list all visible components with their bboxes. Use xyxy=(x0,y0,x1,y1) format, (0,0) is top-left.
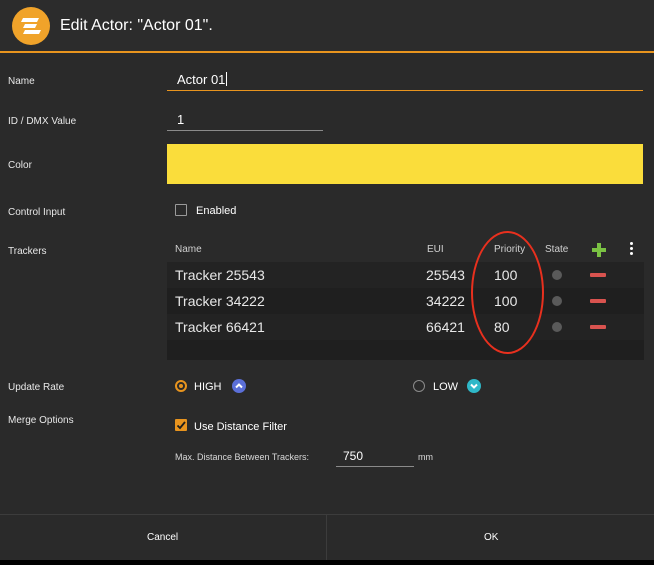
state-indicator-icon xyxy=(552,270,562,280)
text-cursor xyxy=(226,72,228,86)
chevron-down-icon[interactable] xyxy=(467,379,481,393)
control-input-label: Control Input xyxy=(8,207,66,218)
color-swatch[interactable] xyxy=(167,144,643,184)
column-header-name: Name xyxy=(175,244,202,255)
name-input-underline xyxy=(167,90,643,91)
tracker-name: Tracker 66421 xyxy=(175,319,265,335)
distance-unit: mm xyxy=(418,452,433,462)
update-rate-label: Update Rate xyxy=(8,382,65,393)
merge-options-label: Merge Options xyxy=(8,415,74,426)
bottom-edge xyxy=(0,560,654,565)
remove-tracker-icon[interactable] xyxy=(590,273,606,277)
dialog-title: Edit Actor: "Actor 01". xyxy=(60,17,213,34)
max-distance-underline xyxy=(336,466,414,467)
state-indicator-icon xyxy=(552,322,562,332)
high-radio[interactable] xyxy=(175,380,187,392)
tracker-name: Tracker 34222 xyxy=(175,293,265,309)
dialog-header: Edit Actor: "Actor 01". xyxy=(0,0,654,53)
id-input-underline xyxy=(167,130,323,131)
id-input[interactable]: 1 xyxy=(177,112,185,127)
table-row[interactable]: Tracker 25543 25543 100 xyxy=(167,262,644,288)
trackers-table: Tracker 25543 25543 100 Tracker 34222 34… xyxy=(167,262,644,360)
tracker-eui: 66421 xyxy=(426,319,465,335)
use-distance-filter-label: Use Distance Filter xyxy=(194,421,287,433)
more-options-icon[interactable] xyxy=(630,242,634,256)
max-distance-label: Max. Distance Between Trackers: xyxy=(175,452,310,462)
app-logo-icon xyxy=(12,7,50,45)
color-label: Color xyxy=(8,160,32,171)
trackers-label: Trackers xyxy=(8,246,47,257)
name-label: Name xyxy=(8,76,35,87)
remove-tracker-icon[interactable] xyxy=(590,325,606,329)
remove-tracker-icon[interactable] xyxy=(590,299,606,303)
name-input[interactable]: Actor 01 xyxy=(177,72,228,87)
max-distance-input[interactable]: 750 xyxy=(343,449,364,463)
chevron-up-icon[interactable] xyxy=(232,379,246,393)
low-label: LOW xyxy=(433,381,459,393)
footer-divider xyxy=(326,514,327,560)
high-label: HIGH xyxy=(194,381,222,393)
id-label: ID / DMX Value xyxy=(8,116,77,127)
cancel-button[interactable]: Cancel xyxy=(147,532,179,543)
table-row[interactable]: Tracker 34222 34222 100 xyxy=(167,288,644,314)
add-tracker-icon[interactable] xyxy=(591,242,607,258)
column-header-state: State xyxy=(545,244,569,255)
table-row[interactable]: Tracker 66421 66421 80 xyxy=(167,314,644,340)
tracker-eui: 34222 xyxy=(426,293,465,309)
low-radio[interactable] xyxy=(413,380,425,392)
name-value: Actor 01 xyxy=(177,72,226,87)
ok-button[interactable]: OK xyxy=(484,532,499,543)
enabled-checkbox[interactable] xyxy=(175,204,187,216)
tracker-name: Tracker 25543 xyxy=(175,267,265,283)
priority-highlight-annotation xyxy=(471,231,544,354)
dialog-footer xyxy=(0,514,654,561)
tracker-eui: 25543 xyxy=(426,267,465,283)
enabled-label: Enabled xyxy=(196,205,237,217)
use-distance-filter-checkbox[interactable] xyxy=(175,419,187,431)
column-header-eui: EUI xyxy=(427,244,444,255)
state-indicator-icon xyxy=(552,296,562,306)
